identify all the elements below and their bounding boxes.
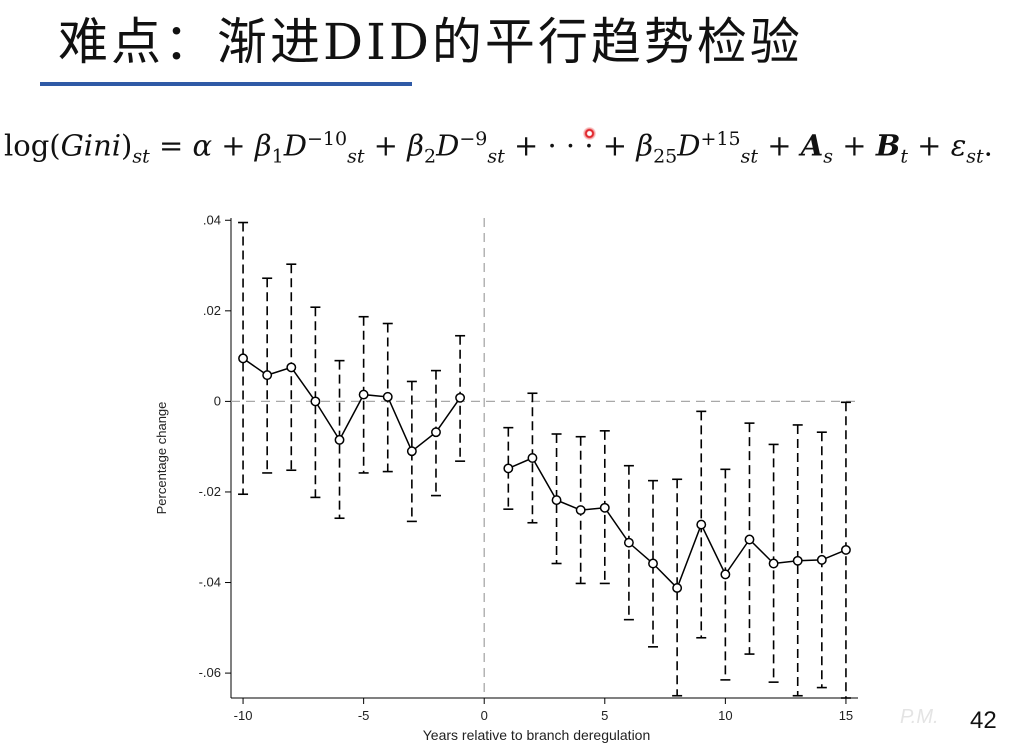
estimate-point <box>768 558 779 569</box>
eq-d-25-sup: +15 <box>700 128 741 150</box>
eq-plus-1: + <box>212 128 255 163</box>
estimate-point <box>431 427 441 438</box>
estimate-line-pre <box>242 357 461 453</box>
estimate-point <box>551 495 562 506</box>
eq-beta-1-sub: 1 <box>271 145 284 168</box>
estimate-point <box>286 362 297 373</box>
eq-d-1-sub: st <box>347 145 365 168</box>
eq-equals: = <box>149 128 193 163</box>
eq-d-2: D <box>436 128 460 163</box>
y-tick-label: 0 <box>214 393 221 408</box>
estimate-point <box>310 396 321 407</box>
y-tick-label: -.04 <box>199 575 221 590</box>
estimate-point <box>382 391 393 402</box>
eq-gini: Gini <box>60 128 122 163</box>
eq-d-25-sub: st <box>740 145 759 168</box>
x-axis-title: Years relative to branch deregulation <box>423 727 651 743</box>
eq-epsilon-sub: st <box>966 145 984 168</box>
estimate-point <box>792 555 803 566</box>
y-tick-label: .04 <box>203 212 221 227</box>
y-tick-label: .02 <box>203 303 221 318</box>
eq-b-sub: t <box>900 145 908 168</box>
eq-a-sub: s <box>823 145 834 168</box>
x-tick-label: 10 <box>718 708 732 723</box>
eq-epsilon: ε <box>950 128 967 163</box>
estimate-point <box>720 569 731 580</box>
eq-beta-25: β <box>636 128 654 163</box>
eq-beta-2-sub: 2 <box>423 145 437 168</box>
chart-svg: .04 .02 0 -.02 -.04 -.06 -10 -5 0 5 10 15 Years rela… <box>154 212 858 743</box>
y-tick-label: -.06 <box>199 665 221 680</box>
estimate-point <box>238 353 249 364</box>
estimate-point <box>623 537 634 548</box>
title-underline <box>40 82 412 86</box>
estimate-point <box>744 534 755 545</box>
x-tick-label: 15 <box>839 708 853 723</box>
x-tick-label: 5 <box>601 708 608 723</box>
estimate-point <box>262 370 273 381</box>
eq-plus-3: + <box>758 128 801 163</box>
estimate-point <box>455 392 466 403</box>
estimate-point <box>527 453 538 463</box>
slide-title: 难点：渐进DID的平行趋势检验 <box>58 13 803 71</box>
laser-pointer-dot <box>583 127 596 140</box>
eq-plus-5: + <box>907 128 951 163</box>
estimate-point <box>358 389 369 400</box>
eq-beta-25-sub: 25 <box>653 145 678 168</box>
estimate-point <box>840 544 851 555</box>
eq-plus-2: + <box>364 128 408 163</box>
eq-period: . <box>983 128 993 163</box>
eq-b: B <box>875 128 901 163</box>
eq-d-1-sup: −10 <box>306 128 348 150</box>
regression-equation: log(Gini)st = α + β1D−10st + β2D−9st + ·… <box>4 128 1024 167</box>
estimate-point <box>503 463 514 474</box>
eq-d-2-sup: −9 <box>459 128 488 150</box>
eq-a: A <box>800 128 824 163</box>
estimate-point <box>816 554 827 565</box>
eq-log: log( <box>4 128 61 163</box>
eq-close-paren: ) <box>121 128 133 163</box>
estimate-point <box>575 505 586 516</box>
estimate-point <box>599 502 610 513</box>
x-tick-label: 0 <box>481 708 488 723</box>
estimate-point <box>406 446 417 457</box>
x-tick-label: -10 <box>234 708 253 723</box>
eq-beta-1: β <box>254 128 272 163</box>
eq-d-25: D <box>677 128 701 163</box>
eq-d-1: D <box>283 128 307 163</box>
x-tick-label: -5 <box>358 708 370 723</box>
eq-plus-4: + <box>833 128 876 163</box>
estimate-point <box>648 558 658 569</box>
y-tick-label: -.02 <box>199 484 221 499</box>
y-axis-title: Percentage change <box>154 402 169 515</box>
estimate-point <box>672 583 683 593</box>
eq-d-2-sub: st <box>487 145 505 168</box>
event-study-chart: .04 .02 0 -.02 -.04 -.06 -10 -5 0 5 10 15 Years rela… <box>118 206 882 746</box>
estimate-point <box>696 519 707 530</box>
page-number: 42 <box>970 707 997 734</box>
eq-alpha: α <box>192 128 213 163</box>
watermark: P.M. <box>900 706 939 728</box>
eq-beta-2: β <box>407 128 424 163</box>
eq-lhs-sub: st <box>132 145 150 168</box>
estimate-point <box>334 434 345 445</box>
eq-ellipsis: + · · · + <box>504 128 637 163</box>
